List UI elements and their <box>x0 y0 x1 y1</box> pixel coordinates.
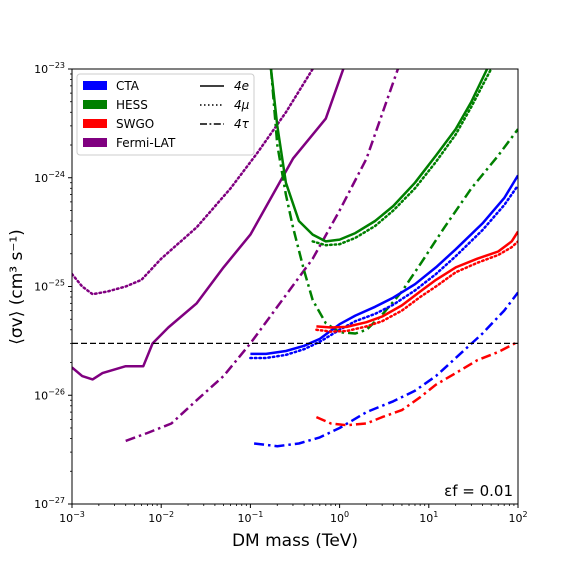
series-hess-dotted <box>311 69 493 247</box>
series-swgo-solid <box>316 230 518 329</box>
legend-label: CTA <box>116 79 140 93</box>
legend-channel-label: 4e <box>234 79 249 93</box>
y-tick-label: 10−25 <box>34 279 65 294</box>
legend-box <box>76 73 255 156</box>
x-tick-label: 102 <box>508 510 527 525</box>
legend: CTA HESS SWGO Fermi-LAT 4e 4μ 4τ <box>76 73 255 156</box>
x-tick-label: 10−1 <box>238 510 264 525</box>
y-tick-label: 10−27 <box>34 496 65 511</box>
legend-swatch <box>83 138 107 147</box>
series-cta-dashdot <box>253 291 518 448</box>
x-tick-label: 100 <box>330 510 349 525</box>
x-tick-label: 10−3 <box>59 510 85 525</box>
legend-label: SWGO <box>116 117 154 131</box>
legend-label: Fermi-LAT <box>116 136 176 150</box>
legend-swatch <box>83 81 107 90</box>
x-tick-label: 101 <box>419 510 438 525</box>
legend-swatch <box>83 119 107 128</box>
legend-channel-label: 4τ <box>234 117 250 131</box>
legend-label: HESS <box>116 98 148 112</box>
legend-swatch <box>83 100 107 109</box>
annotation-epsilon: εf = 0.01 <box>444 482 513 500</box>
series-cta-dotted <box>249 184 518 360</box>
series-fermi-lat-solid <box>72 69 345 381</box>
series-cta-solid <box>250 174 518 356</box>
x-axis-label: DM mass (TeV) <box>232 531 358 551</box>
series-layer <box>72 69 518 448</box>
series-swgo-dotted <box>315 240 518 333</box>
y-tick-label: 10−23 <box>34 61 65 76</box>
ticks-layer: 10−3 10−2 10−1 100 101 102 10−27 10−26 10−25 10−2… <box>34 61 527 525</box>
series-swgo-dashdot <box>315 340 518 427</box>
legend-channel-label: 4μ <box>234 98 250 112</box>
y-axis-label: ⟨σv⟩ (cm³ s⁻¹) <box>7 229 27 345</box>
y-tick-label: 10−24 <box>34 170 65 185</box>
series-hess-dashdot <box>269 69 518 335</box>
series-hess-solid <box>269 69 489 243</box>
x-tick-label: 10−2 <box>148 510 174 525</box>
y-tick-label: 10−26 <box>34 387 65 402</box>
series-fermi-lat-dotted <box>72 69 314 296</box>
